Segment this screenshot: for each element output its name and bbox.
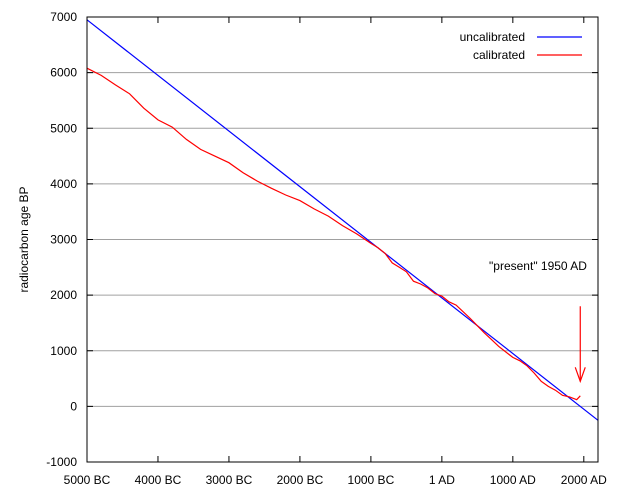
grid-lines	[87, 72, 598, 407]
annotation-arrow-head	[574, 367, 586, 384]
x-tick-label: 3000 BC	[206, 473, 253, 487]
annotation-text: "present" 1950 AD	[489, 259, 587, 273]
y-tick-label: 1000	[50, 344, 77, 358]
y-tick-label: 4000	[50, 177, 77, 191]
series-group	[86, 19, 599, 421]
x-tick-label: 2000 BC	[277, 473, 324, 487]
y-axis-label: radiocarbon age BP	[17, 186, 31, 292]
x-tick-label: 4000 BC	[135, 473, 182, 487]
y-tick-label: 3000	[50, 233, 77, 247]
legend: uncalibrated calibrated	[460, 30, 582, 62]
x-tick-label: 1 AD	[429, 473, 455, 487]
x-tick-label: 5000 BC	[64, 473, 111, 487]
annotation: "present" 1950 AD	[489, 259, 587, 384]
y-tick-label: 7000	[50, 10, 77, 24]
y-tick-label: 6000	[50, 66, 77, 80]
x-tick-label: 2000 AD	[561, 473, 607, 487]
x-tick-label: 1000 BC	[348, 473, 395, 487]
plot-frame	[86, 16, 599, 463]
y-tick-label: -1000	[46, 455, 77, 469]
series-line-calibrated	[86, 67, 581, 401]
y-axis-ticks: -1000 0 1000 2000 3000 4000 5000 6000 7000	[46, 10, 598, 469]
x-axis-ticks: 5000 BC 4000 BC 3000 BC 2000 BC 1000 BC 1 AD 1…	[64, 17, 607, 487]
legend-label-uncalibrated: uncalibrated	[460, 30, 525, 44]
y-tick-label: 5000	[50, 121, 77, 135]
series-line-uncalibrated	[86, 19, 599, 421]
y-tick-label: 2000	[50, 288, 77, 302]
x-tick-label: 1000 AD	[490, 473, 536, 487]
y-tick-label: 0	[70, 399, 77, 413]
legend-label-calibrated: calibrated	[473, 48, 525, 62]
